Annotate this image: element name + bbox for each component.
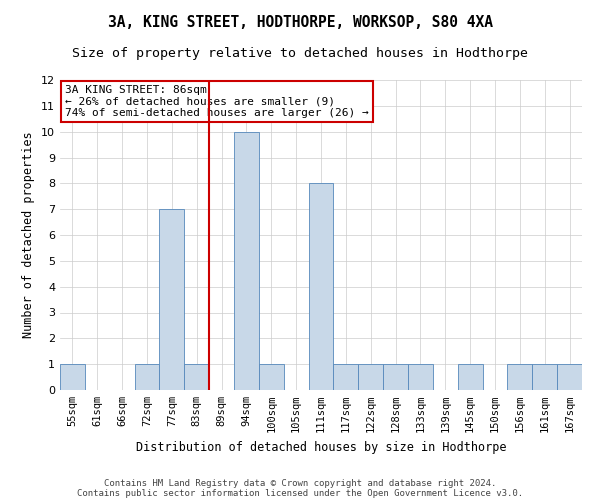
Bar (383, 364, 408, 390)
Y-axis label: Number of detached properties: Number of detached properties (22, 132, 35, 338)
Text: Size of property relative to detached houses in Hodthorpe: Size of property relative to detached ho… (72, 48, 528, 60)
Bar (60, 364, 85, 390)
Bar (508, 364, 532, 390)
Bar (458, 364, 482, 390)
Bar (408, 364, 433, 390)
Bar (259, 364, 284, 390)
Text: Contains public sector information licensed under the Open Government Licence v3: Contains public sector information licen… (77, 488, 523, 498)
Bar (308, 184, 334, 390)
Bar (334, 364, 358, 390)
Bar (358, 364, 383, 390)
Text: Contains HM Land Registry data © Crown copyright and database right 2024.: Contains HM Land Registry data © Crown c… (104, 478, 496, 488)
Bar (557, 364, 582, 390)
Bar (134, 364, 160, 390)
Text: 3A KING STREET: 86sqm
← 26% of detached houses are smaller (9)
74% of semi-detac: 3A KING STREET: 86sqm ← 26% of detached … (65, 84, 369, 118)
Bar (184, 364, 209, 390)
Bar (160, 209, 184, 390)
X-axis label: Distribution of detached houses by size in Hodthorpe: Distribution of detached houses by size … (136, 440, 506, 454)
Bar (532, 364, 557, 390)
Text: 3A, KING STREET, HODTHORPE, WORKSOP, S80 4XA: 3A, KING STREET, HODTHORPE, WORKSOP, S80… (107, 15, 493, 30)
Bar (234, 132, 259, 390)
